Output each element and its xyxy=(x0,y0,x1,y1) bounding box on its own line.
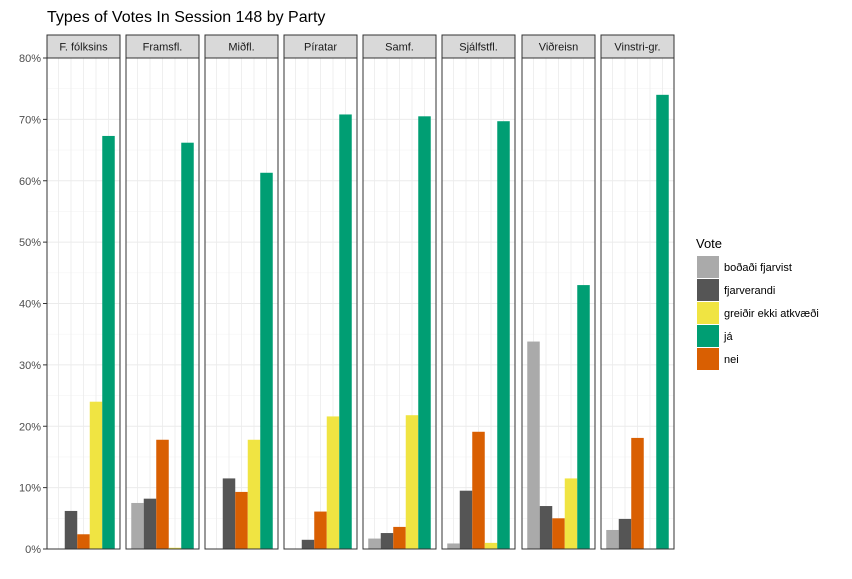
bar-grei-ir-ekki-atkv-i-framsfl xyxy=(168,547,182,549)
bar-fjarverandi-vi-reisn xyxy=(539,506,553,549)
legend-label-fjarverandi: fjarverandi xyxy=(724,285,775,297)
bar-nei-sjalfstfl xyxy=(472,431,485,549)
bar-grei-ir-ekki-atkv-i-sjalfstfl xyxy=(484,542,498,549)
chart-title: Types of Votes In Session 148 by Party xyxy=(47,9,325,26)
facet-strip-label: Miðfl. xyxy=(228,42,254,54)
bar-nei-vi-reisn xyxy=(552,518,565,549)
facet-strip xyxy=(46,34,121,59)
facet-strip-label: F. fólksins xyxy=(59,42,108,54)
bar-fjarverandi-sjalfstfl xyxy=(459,490,473,549)
bar-fjarverandi-framsfl xyxy=(143,498,157,549)
bar-grei-ir-ekki-atkv-i-f-folksins xyxy=(89,401,103,549)
bar-bo-a-i-fjarvist-vinstri-gr xyxy=(606,529,619,549)
facet-strip-label: Samf. xyxy=(385,42,414,54)
y-tick-label: 30% xyxy=(19,360,41,372)
facet-strip xyxy=(600,34,675,59)
legend-label-ja: já xyxy=(723,331,733,343)
facet-strip-label: Vinstri-gr. xyxy=(614,42,660,54)
legend-key-bo-a-i-fjarvist xyxy=(697,256,719,278)
bar-bo-a-i-fjarvist-samf xyxy=(368,538,381,549)
facet-strip-label: Framsfl. xyxy=(143,42,183,54)
facet-panel-vinstri-gr: Vinstri-gr. xyxy=(600,34,675,550)
facet-panels: F. fólksins Framsfl. Miðfl. Píratar Samf. Sjá… xyxy=(46,34,675,550)
bar-grei-ir-ekki-atkv-i-samf xyxy=(405,415,419,549)
y-tick-label: 50% xyxy=(19,237,41,249)
facet-strip xyxy=(521,34,596,59)
bar-nei-mi-fl xyxy=(235,491,248,549)
facet-strip-label: Píratar xyxy=(304,42,337,54)
facet-panel-sjalfstfl: Sjálfstfl. xyxy=(441,34,516,550)
bar-grei-ir-ekki-atkv-i-vi-reisn xyxy=(564,478,578,549)
facet-strip xyxy=(204,34,279,59)
legend-key-fjarverandi xyxy=(697,279,719,301)
legend-key-grei-ir-ekki-atkv-i xyxy=(697,302,719,324)
bar-ja-f-folksins xyxy=(102,135,115,550)
facet-panel-mi-fl: Miðfl. xyxy=(204,34,279,550)
y-tick-label: 20% xyxy=(19,421,41,433)
bar-bo-a-i-fjarvist-sjalfstfl xyxy=(447,543,460,549)
facet-strip xyxy=(283,34,358,59)
y-tick-label: 0% xyxy=(25,544,41,556)
legend-label-bo-a-i-fjarvist: boðaði fjarvist xyxy=(724,262,792,274)
legend-label-grei-ir-ekki-atkv-i: greiðir ekki atkvæði xyxy=(724,308,819,320)
bar-fjarverandi-f-folksins xyxy=(64,510,78,549)
y-tick-label: 60% xyxy=(19,176,41,188)
bar-ja-piratar xyxy=(339,114,352,549)
legend-title: Vote xyxy=(696,236,722,251)
bar-ja-vinstri-gr xyxy=(656,94,669,549)
facet-panel-framsfl: Framsfl. xyxy=(125,34,200,550)
bar-fjarverandi-mi-fl xyxy=(222,478,236,549)
bar-bo-a-i-fjarvist-framsfl xyxy=(131,502,144,549)
y-tick-label: 10% xyxy=(19,483,41,495)
bar-nei-framsfl xyxy=(156,439,169,549)
y-axis: 0% 10% 20% 30% 40% 50% 60% 70% 80% xyxy=(19,53,47,556)
legend-label-nei: nei xyxy=(724,354,739,366)
bar-ja-framsfl xyxy=(181,142,194,549)
bar-nei-vinstri-gr xyxy=(631,437,644,549)
bar-bo-a-i-fjarvist-vi-reisn xyxy=(527,341,540,549)
facet-panel-piratar: Píratar xyxy=(283,34,358,550)
bar-nei-samf xyxy=(393,526,406,549)
bar-ja-mi-fl xyxy=(260,172,273,550)
bar-fjarverandi-piratar xyxy=(301,539,315,549)
bar-fjarverandi-samf xyxy=(380,533,394,549)
bar-ja-sjalfstfl xyxy=(497,121,510,549)
y-tick-label: 80% xyxy=(19,53,41,65)
facet-panel-f-folksins: F. fólksins xyxy=(46,34,121,550)
facet-strip xyxy=(441,34,516,59)
facet-strip-label: Viðreisn xyxy=(539,42,579,54)
bar-nei-f-folksins xyxy=(77,534,90,549)
legend: Vote boðaði fjarvist fjarverandi greiðir e… xyxy=(696,236,819,370)
facet-strip-label: Sjálfstfl. xyxy=(459,42,498,54)
legend-key-nei xyxy=(697,348,719,370)
facet-panel-vi-reisn: Viðreisn xyxy=(521,34,596,550)
bar-grei-ir-ekki-atkv-i-piratar xyxy=(326,416,340,549)
bar-ja-samf xyxy=(418,116,431,550)
legend-key-ja xyxy=(697,325,719,347)
bar-nei-piratar xyxy=(314,511,327,549)
bar-ja-vi-reisn xyxy=(577,285,590,549)
y-tick-label: 70% xyxy=(19,114,41,126)
facet-strip xyxy=(125,34,200,59)
bar-grei-ir-ekki-atkv-i-mi-fl xyxy=(247,439,261,549)
bar-fjarverandi-vinstri-gr xyxy=(618,518,632,549)
facet-strip xyxy=(362,34,437,59)
y-tick-label: 40% xyxy=(19,299,41,311)
facet-panel-samf: Samf. xyxy=(362,34,437,550)
